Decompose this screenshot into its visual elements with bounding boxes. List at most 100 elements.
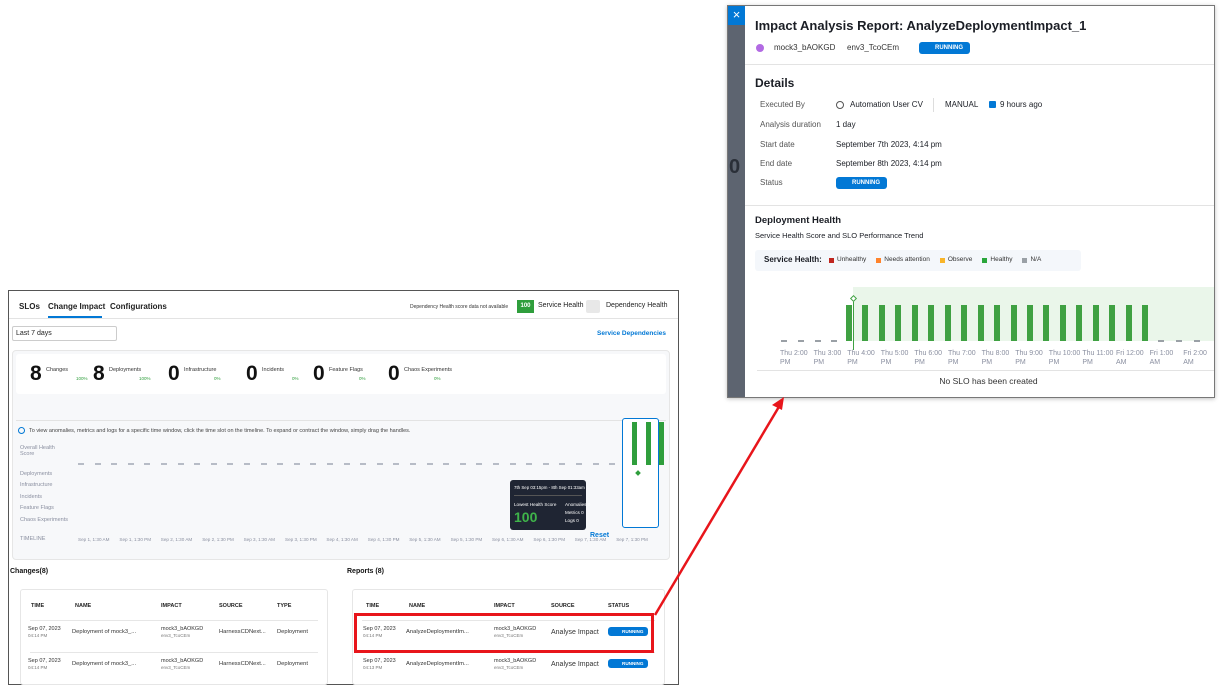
health-dash [376, 463, 383, 465]
health-dash [426, 463, 433, 465]
health-dash [343, 463, 350, 465]
health-dash [227, 463, 234, 465]
health-bar [1092, 305, 1099, 341]
health-bar [1043, 305, 1050, 341]
health-bar [1010, 305, 1017, 341]
user-icon [836, 101, 844, 109]
tooltip-lowest-label: Lowest Health Score [514, 502, 557, 507]
column-header[interactable]: TYPE [277, 603, 292, 609]
x-label: Fri 12:00 AM [1116, 350, 1144, 366]
column-header[interactable]: IMPACT [161, 603, 182, 609]
x-label: Thu 3:00 PM [813, 350, 842, 366]
executed-by: Automation User CV [850, 100, 923, 109]
row-label: Incidents [20, 494, 43, 500]
range-select[interactable]: Last 7 days [12, 326, 117, 341]
x-label: Thu 4:00 PM [847, 350, 875, 366]
health-dash [94, 463, 101, 465]
cell-source: Analyse Impact [551, 629, 599, 636]
health-dash [293, 463, 300, 465]
arrow-head [772, 397, 784, 410]
legend-swatch [1022, 258, 1028, 263]
summary-count: 8 [93, 362, 105, 385]
cell-time: 04:13 PM [363, 665, 383, 670]
close-button[interactable]: × [728, 6, 745, 25]
timeline-label: Sep 4, 1:30 PM [367, 537, 400, 542]
health-dash [493, 463, 499, 465]
column-header[interactable]: SOURCE [551, 603, 575, 609]
cell-date: Sep 07, 2023 [363, 658, 396, 664]
row-label: Overall Health Score [20, 445, 55, 457]
health-bar [659, 422, 664, 465]
timeline-label: Sep 6, 1:30 PM [533, 537, 566, 542]
service-health-label: Service Health [538, 302, 584, 309]
x-label: Thu 2:00 PM [780, 350, 808, 366]
x-label: Thu 11:00 PM [1082, 350, 1114, 366]
legend-swatch [829, 258, 834, 263]
service-dependencies-link[interactable]: Service Dependencies [597, 330, 667, 337]
health-badge: 100 [517, 300, 534, 313]
field-value: September 7th 2023, 4:14 pm [836, 139, 942, 149]
health-dash [393, 463, 400, 465]
timeline-label: Sep 3, 1:30 PM [285, 537, 317, 542]
health-dash [244, 463, 250, 465]
backdrop-strip [728, 25, 745, 397]
health-bar [1076, 305, 1083, 341]
column-header[interactable]: TIME [31, 603, 45, 609]
health-dash [443, 463, 450, 465]
reset-button[interactable]: Reset [590, 532, 610, 539]
na-dash [798, 340, 804, 342]
column-header[interactable]: IMPACT [494, 603, 515, 609]
health-dash [310, 463, 317, 465]
legend-item: Needs attention [884, 256, 930, 263]
time-ago: 9 hours ago [1000, 100, 1043, 109]
cell-impact-env: env3_TcoCEm [494, 665, 524, 670]
tab[interactable]: Configurations [110, 302, 167, 311]
column-header[interactable]: SOURCE [219, 603, 243, 609]
health-bar [1125, 305, 1132, 341]
summary-count: 0 [168, 362, 180, 385]
x-label: Thu 5:00 PM [880, 350, 909, 366]
cell-impact-env: env3_TcoCEm [494, 633, 524, 638]
tab[interactable]: SLOs [19, 302, 40, 311]
highlight-box [354, 613, 654, 653]
health-dash [609, 463, 616, 465]
timeline-label: Sep 5, 1:30 AM [409, 537, 441, 542]
timeline-label: Sep 1, 1:30 PM [119, 537, 152, 542]
summary-divider [16, 420, 666, 421]
timeline-label: Sep 3, 1:30 AM [243, 537, 276, 542]
summary-card [16, 354, 666, 394]
health-title: Deployment Health [755, 215, 842, 226]
trigger: MANUAL [945, 100, 979, 109]
row-separator [362, 620, 655, 621]
cell-time: 04:14 PM [363, 633, 383, 638]
tab[interactable]: Change Impact [48, 302, 106, 311]
dependency-health-label: Dependency Health [606, 302, 668, 309]
table-card [352, 589, 665, 685]
row-separator [30, 652, 318, 653]
field-label: Executed By [760, 100, 805, 109]
summary-pct: 0% [434, 376, 441, 381]
na-dash [1176, 340, 1182, 342]
column-header[interactable]: NAME [75, 603, 92, 609]
health-dash [78, 463, 84, 465]
toggle[interactable] [586, 300, 600, 313]
timeline-label: Sep 1, 1:30 AM [78, 537, 110, 542]
column-header[interactable]: STATUS [608, 603, 630, 609]
health-dash [509, 463, 516, 465]
row-label: Infrastructure [20, 482, 53, 488]
column-header[interactable]: NAME [409, 603, 426, 609]
dependency-note: Dependency Health score data not availab… [410, 304, 509, 310]
cell-name: AnalyzeDeploymentIm... [406, 629, 469, 635]
column-header[interactable]: TIME [366, 603, 380, 609]
status-badge: RUNNING [608, 659, 648, 668]
no-slo: No SLO has been created [939, 376, 1038, 386]
vertical-divider [933, 98, 934, 112]
summary-label: Feature Flags [329, 367, 363, 373]
behind-text: 0 [729, 156, 741, 178]
health-dash [542, 463, 549, 465]
health-dash [526, 463, 533, 465]
na-dash [781, 340, 787, 342]
legend-swatch [876, 258, 882, 263]
health-dash [360, 463, 367, 465]
